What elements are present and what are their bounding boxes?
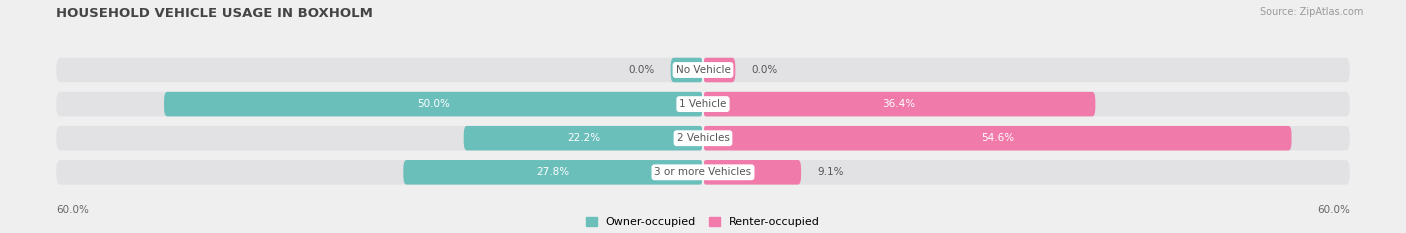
Text: 0.0%: 0.0% (628, 65, 655, 75)
FancyBboxPatch shape (703, 58, 735, 82)
Text: 27.8%: 27.8% (537, 167, 569, 177)
FancyBboxPatch shape (165, 92, 703, 116)
FancyBboxPatch shape (703, 92, 1095, 116)
FancyBboxPatch shape (56, 160, 1350, 185)
FancyBboxPatch shape (56, 58, 1350, 82)
Text: 0.0%: 0.0% (752, 65, 778, 75)
Legend: Owner-occupied, Renter-occupied: Owner-occupied, Renter-occupied (586, 217, 820, 227)
Text: 54.6%: 54.6% (981, 133, 1014, 143)
Text: 22.2%: 22.2% (567, 133, 600, 143)
Text: 9.1%: 9.1% (817, 167, 844, 177)
FancyBboxPatch shape (404, 160, 703, 185)
FancyBboxPatch shape (703, 126, 1292, 151)
FancyBboxPatch shape (703, 160, 801, 185)
Text: 36.4%: 36.4% (883, 99, 915, 109)
Text: 50.0%: 50.0% (418, 99, 450, 109)
FancyBboxPatch shape (56, 92, 1350, 116)
Text: 1 Vehicle: 1 Vehicle (679, 99, 727, 109)
FancyBboxPatch shape (671, 58, 703, 82)
Text: 2 Vehicles: 2 Vehicles (676, 133, 730, 143)
Text: Source: ZipAtlas.com: Source: ZipAtlas.com (1260, 7, 1364, 17)
Text: 60.0%: 60.0% (56, 205, 89, 215)
Text: 3 or more Vehicles: 3 or more Vehicles (654, 167, 752, 177)
Text: 60.0%: 60.0% (1317, 205, 1350, 215)
FancyBboxPatch shape (464, 126, 703, 151)
FancyBboxPatch shape (56, 126, 1350, 151)
Text: No Vehicle: No Vehicle (675, 65, 731, 75)
Text: HOUSEHOLD VEHICLE USAGE IN BOXHOLM: HOUSEHOLD VEHICLE USAGE IN BOXHOLM (56, 7, 373, 20)
